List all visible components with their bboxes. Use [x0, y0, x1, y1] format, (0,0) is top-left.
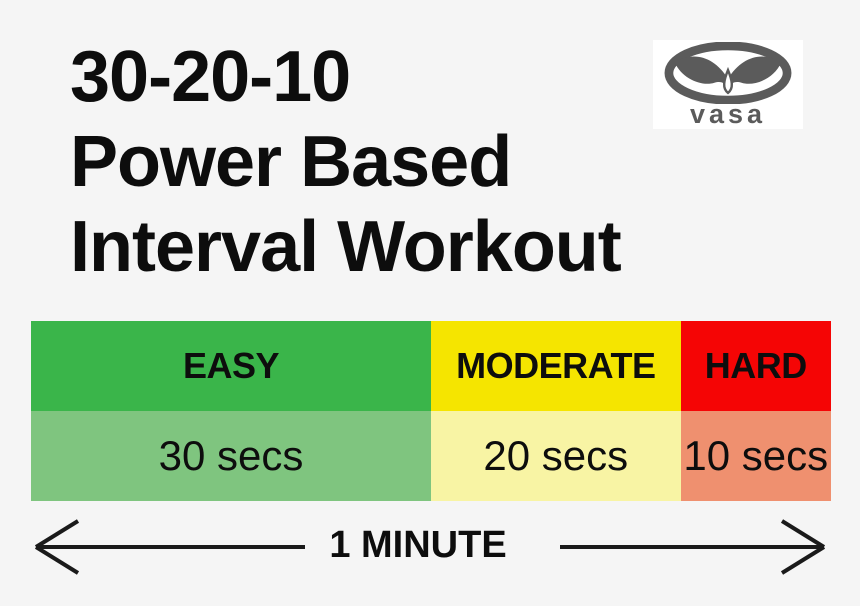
duration-row: 30 secs 20 secs 10 secs [31, 411, 831, 501]
segment-moderate: MODERATE [431, 321, 681, 411]
segment-easy: EASY [31, 321, 431, 411]
duration-moderate-label: 20 secs [483, 432, 629, 479]
segment-easy-label: EASY [182, 345, 280, 386]
duration-easy: 30 secs [31, 411, 431, 501]
duration-hard-label: 10 secs [683, 432, 829, 479]
duration-easy-label: 30 secs [158, 432, 304, 479]
title-line-2: Power Based [70, 122, 512, 202]
title-line-1: 30-20-10 [70, 37, 351, 117]
vasa-wordmark: vasa [689, 99, 767, 129]
vasa-emblem-icon [664, 42, 792, 104]
duration-moderate: 20 secs [431, 411, 681, 501]
one-minute-arrow-icon [34, 519, 826, 575]
title-line-3: Interval Workout [70, 207, 622, 287]
vasa-logo: vasa [653, 40, 803, 129]
interval-bar: EASY MODERATE HARD 30 secs 20 secs 10 se… [31, 321, 831, 501]
segment-hard-label: HARD [704, 345, 808, 386]
segment-moderate-label: MODERATE [456, 345, 656, 386]
page-title: 30-20-10 Power Based Interval Workout [70, 35, 622, 290]
one-minute-label: 1 MINUTE [329, 524, 507, 566]
segment-hard: HARD [680, 321, 831, 411]
intensity-row: EASY MODERATE HARD [31, 321, 831, 411]
duration-hard: 10 secs [680, 411, 831, 501]
